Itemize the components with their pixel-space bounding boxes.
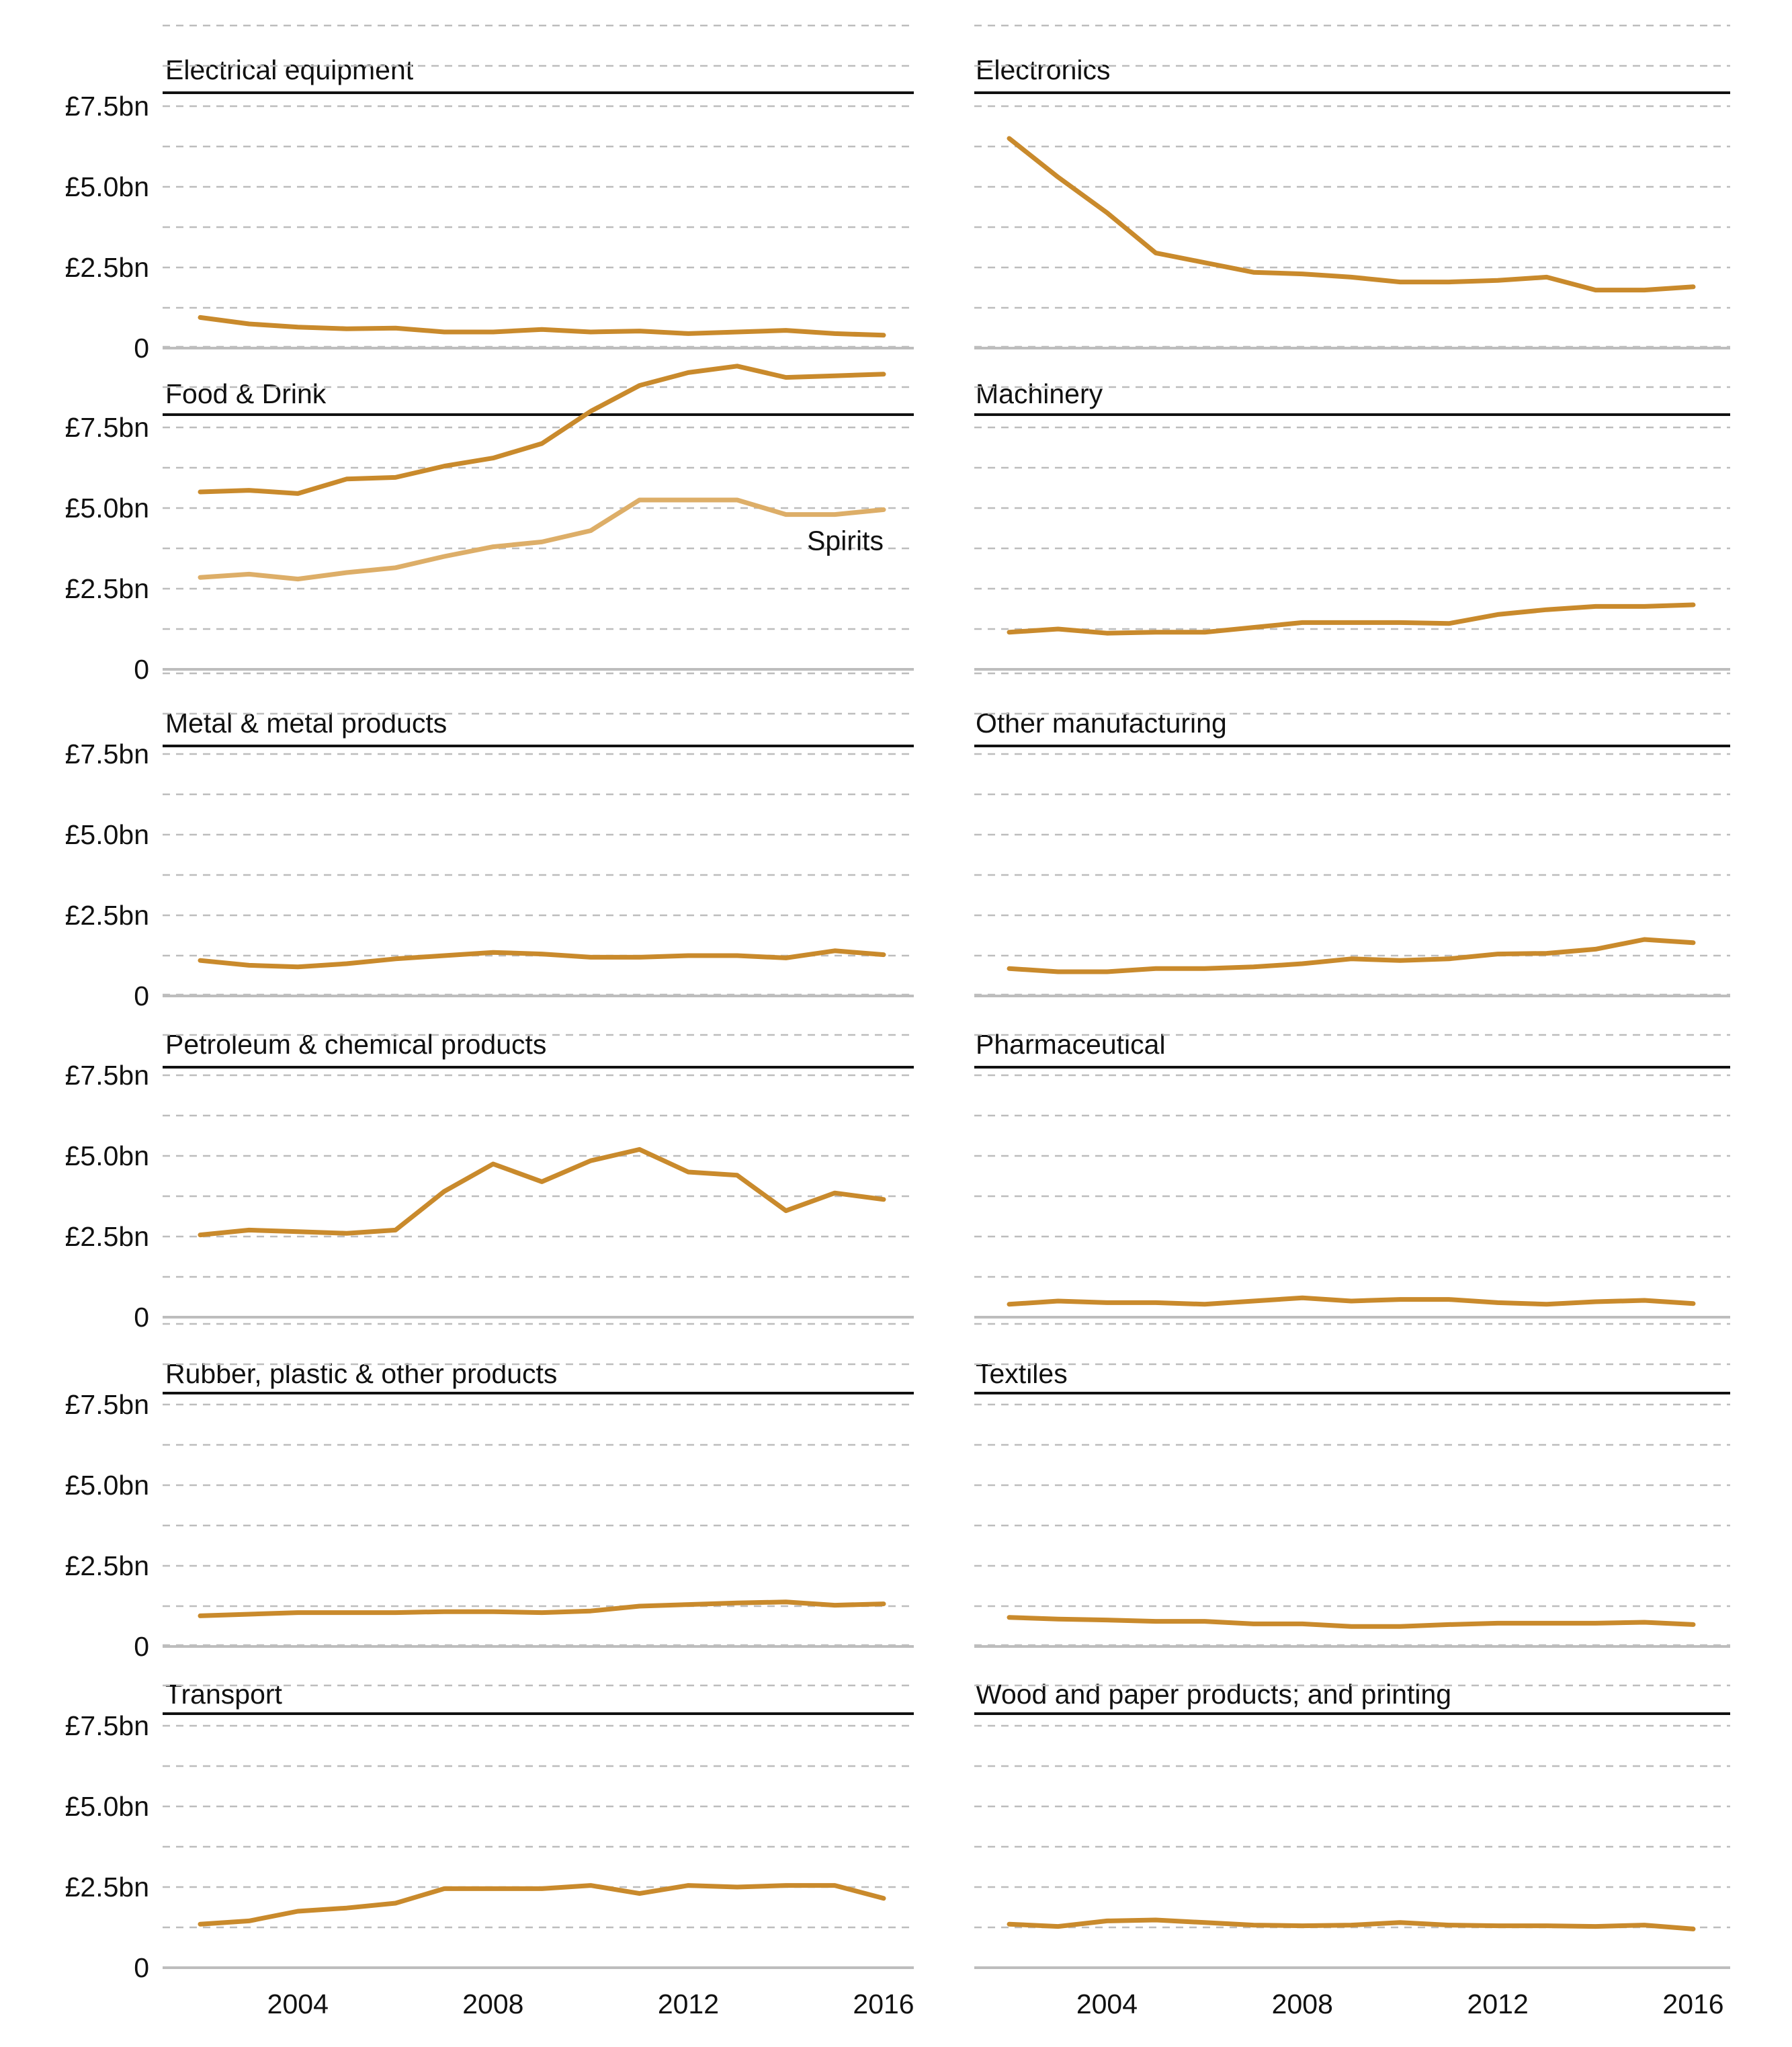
panel: Petroleum & chemical products 0 £2.5bn £5.0… [65, 993, 914, 1333]
panel: Metal & metal products 0 £2.5bn £5.0bn £7.5b… [65, 672, 914, 1011]
panel-title: Machinery [976, 378, 1103, 409]
panel: Pharmaceutical [974, 993, 1730, 1319]
panel-title: Petroleum & chemical products [165, 1029, 546, 1060]
panel-title: Food & Drink [165, 378, 327, 409]
panel-title: Other manufacturing [976, 708, 1227, 739]
series-line [198, 1883, 886, 1927]
series-line [198, 364, 886, 496]
y-tick-label: £2.5bn [65, 252, 149, 283]
y-tick-label: 0 [134, 1302, 149, 1333]
panel: Transport 0 £2.5bn £5.0bn £7.5bn 2004 2008 2012… [65, 1644, 914, 2019]
x-tick-label: 2004 [267, 1989, 329, 2019]
series-line-spirits [198, 497, 886, 582]
panel-title: Transport [165, 1679, 283, 1710]
panel: Machinery [974, 345, 1730, 671]
x-tick-label: 2012 [1467, 1989, 1529, 2019]
series-label-spirits: Spirits [807, 525, 884, 556]
y-tick-label: £5.0bn [65, 1140, 149, 1171]
y-tick-label: 0 [134, 1952, 149, 1983]
y-tick-label: 0 [134, 980, 149, 1011]
series-line [1007, 602, 1696, 636]
panel-title: Metal & metal products [165, 708, 447, 739]
y-tick-label: 0 [134, 654, 149, 685]
y-tick-label: £7.5bn [65, 1389, 149, 1420]
panel: Food & Drink 0 £2.5bn £5.0bn £7.5bn Spirits [65, 345, 914, 685]
series-line [1007, 136, 1696, 293]
y-tick-label: £2.5bn [65, 573, 149, 604]
series-line [198, 1146, 886, 1238]
panel: Wood and paper products; and printing 200… [974, 1644, 1730, 2019]
series-line [1007, 1917, 1696, 1931]
y-tick-label: £7.5bn [65, 1060, 149, 1091]
y-tick-label: £5.0bn [65, 493, 149, 524]
panel: Electronics [974, 24, 1730, 349]
panel: Textiles [974, 1323, 1730, 1648]
panel-title: Electronics [976, 54, 1111, 85]
x-tick-label: 2016 [853, 1989, 914, 2019]
panel: Other manufacturing [974, 672, 1730, 997]
series-line [198, 948, 886, 970]
y-tick-label: £2.5bn [65, 1221, 149, 1252]
y-tick-label: £7.5bn [65, 1710, 149, 1741]
panel-title: Electrical equipment [165, 54, 414, 85]
y-tick-label: £7.5bn [65, 91, 149, 122]
panel-title: Rubber, plastic & other products [165, 1358, 557, 1389]
y-tick-label: £7.5bn [65, 739, 149, 769]
x-tick-label: 2008 [1272, 1989, 1333, 2019]
series-line [1007, 937, 1696, 974]
x-tick-label: 2008 [462, 1989, 523, 2019]
panel-title: Pharmaceutical [976, 1029, 1166, 1060]
x-tick-label: 2004 [1076, 1989, 1138, 2019]
panel-title: Wood and paper products; and printing [976, 1679, 1451, 1710]
y-tick-label: £2.5bn [65, 1872, 149, 1903]
series-line [1007, 1615, 1696, 1629]
y-tick-label: £5.0bn [65, 1470, 149, 1501]
y-tick-label: 0 [134, 1631, 149, 1662]
x-tick-label: 2012 [658, 1989, 719, 2019]
y-tick-label: £7.5bn [65, 412, 149, 443]
y-tick-label: £2.5bn [65, 900, 149, 931]
y-tick-label: £5.0bn [65, 819, 149, 850]
y-tick-label: £5.0bn [65, 171, 149, 202]
series-line [198, 1599, 886, 1618]
series-line [198, 315, 886, 338]
y-tick-label: £5.0bn [65, 1791, 149, 1822]
panel: Electrical equipment 0 £2.5bn £5.0bn £7.5bn [65, 24, 914, 364]
panel: Rubber, plastic & other products 0 £2.5bn £… [65, 1323, 914, 1662]
y-tick-label: £2.5bn [65, 1550, 149, 1581]
y-tick-label: 0 [134, 333, 149, 364]
series-line [1007, 1295, 1696, 1307]
panel-title: Textiles [976, 1358, 1068, 1389]
x-tick-label: 2016 [1662, 1989, 1723, 2019]
